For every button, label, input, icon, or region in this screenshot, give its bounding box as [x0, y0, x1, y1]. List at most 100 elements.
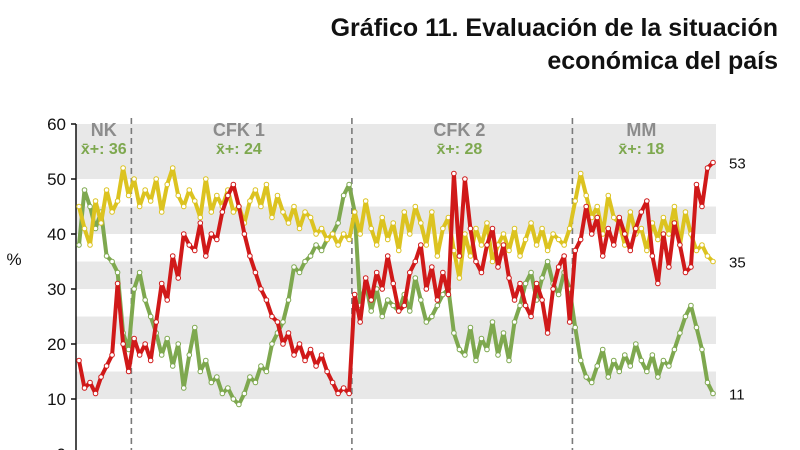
data-point: [610, 214, 617, 221]
data-point: [390, 220, 397, 226]
data-point: [373, 242, 380, 248]
data-point: [191, 198, 198, 204]
data-point: [362, 275, 369, 281]
data-point: [583, 374, 590, 380]
data-point: [572, 324, 578, 331]
data-point: [164, 297, 171, 303]
data-point: [318, 352, 325, 358]
data-point: [285, 220, 292, 226]
data-point: [368, 225, 374, 232]
data-point: [577, 170, 584, 177]
data-point: [418, 220, 424, 226]
data-point: [98, 374, 104, 380]
data-point: [395, 308, 402, 314]
data-point: [522, 280, 529, 287]
data-point: [610, 242, 617, 248]
data-point: [484, 220, 490, 226]
data-point: [247, 198, 253, 204]
data-point: [302, 357, 308, 364]
data-point: [384, 253, 391, 259]
data-point: [473, 357, 479, 364]
data-point: [131, 286, 137, 292]
data-point: [605, 374, 612, 380]
data-point: [236, 203, 242, 210]
data-point: [677, 242, 683, 248]
data-point: [704, 253, 711, 259]
data-point: [605, 192, 612, 199]
data-point: [594, 203, 601, 210]
data-point: [434, 253, 441, 259]
grid-band: [76, 261, 716, 289]
period-average: x̄+: 28: [436, 141, 482, 158]
data-point: [599, 253, 606, 259]
chart-title: Gráfico 11. Evaluación de la situación e…: [178, 12, 778, 78]
data-point: [324, 236, 330, 243]
data-point: [561, 253, 567, 259]
data-point: [577, 357, 584, 364]
data-point: [566, 319, 573, 325]
data-point: [671, 203, 678, 210]
data-point: [522, 236, 529, 243]
data-point: [197, 214, 204, 221]
data-point: [214, 192, 220, 199]
data-point: [660, 357, 667, 364]
data-point: [710, 258, 716, 265]
data-point: [280, 319, 286, 325]
data-point: [627, 363, 634, 369]
data-point: [313, 242, 319, 248]
data-point: [688, 264, 694, 270]
data-point: [169, 165, 176, 171]
data-point: [577, 236, 584, 243]
data-point: [318, 247, 325, 254]
data-point: [384, 236, 391, 243]
data-point: [456, 253, 463, 259]
grid-bands: [76, 124, 716, 399]
data-point: [423, 242, 430, 248]
data-point: [269, 214, 275, 221]
data-point: [142, 297, 148, 303]
data-point: [533, 280, 540, 287]
data-point: [583, 203, 590, 210]
data-point: [506, 275, 512, 281]
data-point: [655, 374, 661, 380]
grid-band: [76, 371, 716, 399]
data-point: [191, 324, 198, 331]
data-point: [500, 330, 507, 336]
data-point: [357, 231, 363, 237]
data-point: [528, 220, 534, 226]
data-point: [429, 209, 435, 215]
data-point: [131, 176, 137, 182]
data-point: [649, 352, 656, 358]
data-point: [285, 297, 292, 303]
data-point: [241, 231, 248, 237]
data-point: [704, 165, 711, 171]
data-point: [180, 385, 187, 391]
data-point: [263, 297, 270, 303]
data-point: [528, 269, 534, 276]
data-point: [478, 335, 485, 342]
data-point: [158, 280, 165, 287]
data-point: [103, 253, 110, 259]
data-point: [186, 352, 193, 358]
data-point: [677, 330, 683, 336]
data-point: [169, 363, 176, 369]
data-point: [633, 341, 639, 347]
y-axis-label: %: [6, 250, 21, 269]
data-point: [682, 209, 689, 215]
data-point: [92, 390, 99, 397]
data-point: [682, 313, 689, 320]
data-point: [583, 192, 590, 199]
data-point: [638, 357, 645, 364]
data-point: [125, 368, 132, 375]
data-point: [478, 242, 485, 248]
data-point: [197, 220, 204, 226]
data-point: [180, 203, 187, 210]
data-point: [109, 209, 115, 215]
data-point: [225, 192, 231, 199]
data-point: [230, 396, 237, 402]
data-point: [158, 209, 165, 215]
data-point: [544, 258, 551, 265]
data-point: [528, 313, 534, 320]
data-point: [429, 313, 435, 320]
data-point: [561, 242, 567, 248]
